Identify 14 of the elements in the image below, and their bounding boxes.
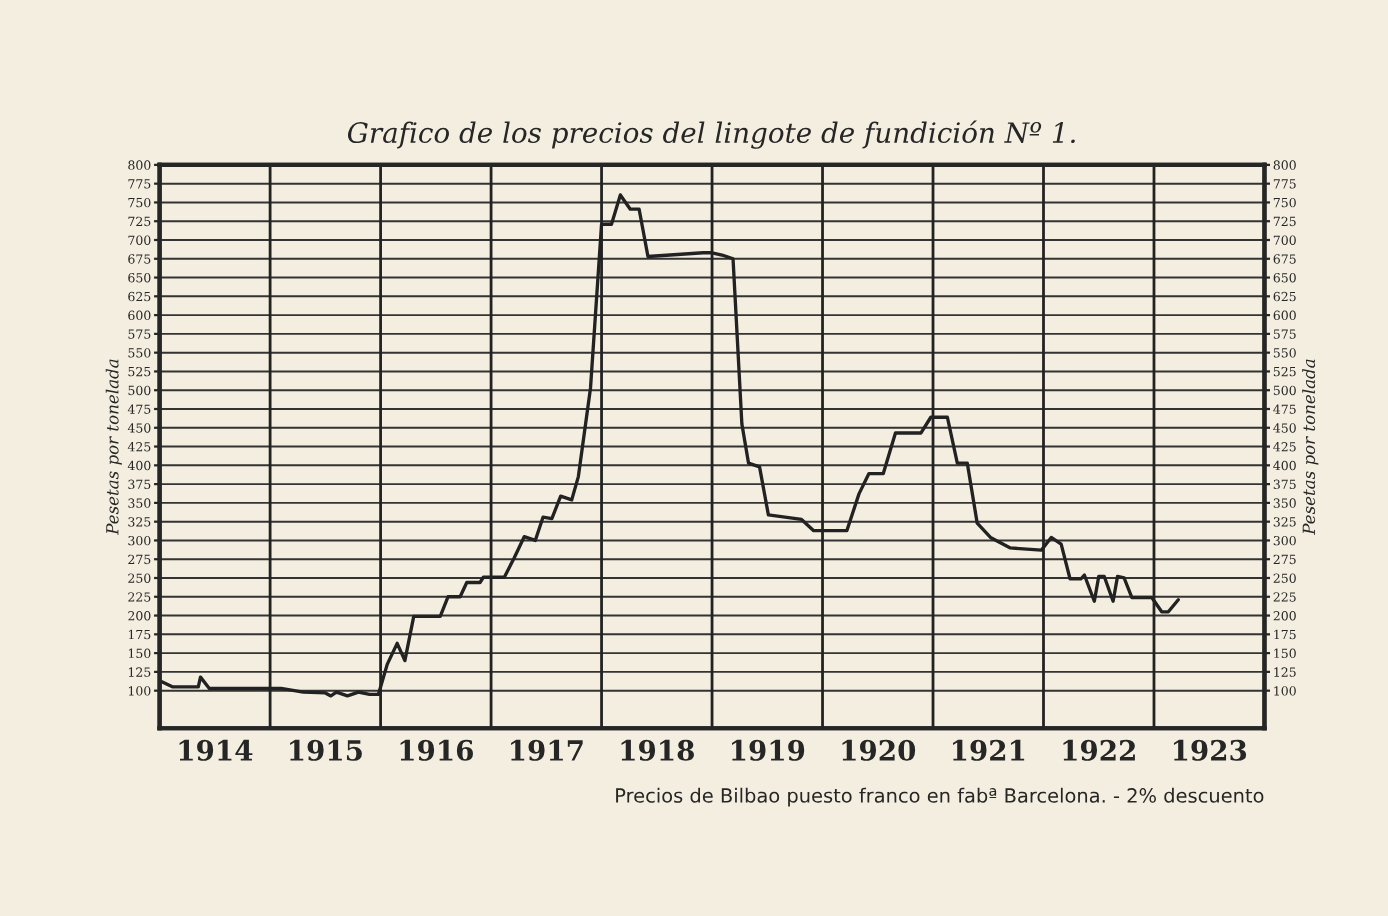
- x-tick-label: 1919: [732, 739, 805, 761]
- x-tick-label: 1914: [179, 739, 253, 761]
- x-tick-label: 1915: [290, 739, 362, 761]
- x-tick-label: 1916: [400, 739, 473, 761]
- x-tick-label: 1923: [1173, 739, 1247, 761]
- chart-title: Grafico de los precios del lingote de fundición Nº 1.: [347, 120, 1075, 149]
- y-axis-title: Pesetas por tonelada: [105, 359, 122, 535]
- x-tick-label: 1917: [511, 739, 583, 761]
- y2-axis-title: Pesetas por tonelada: [1302, 359, 1319, 535]
- x-tick-label: 1920: [842, 739, 916, 761]
- text: Precios de Bilbao puesto franco en fabª Barcelona. - 2% descuento: [616, 787, 1264, 807]
- x-tick-label: 1921: [952, 739, 1025, 761]
- x-tick-label: 1918: [621, 739, 694, 761]
- x-tick-label: 1922: [1063, 739, 1135, 761]
